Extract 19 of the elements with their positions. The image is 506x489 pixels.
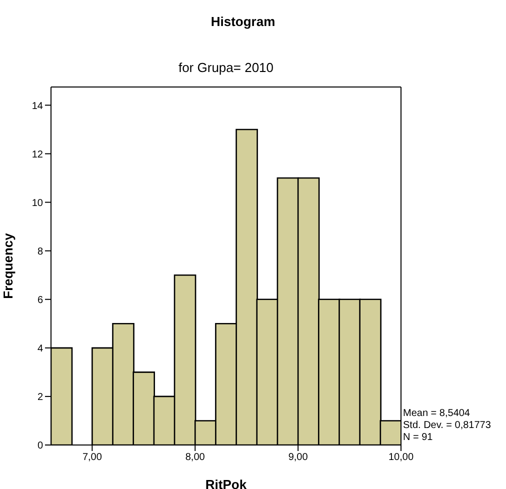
chart-title: Histogram xyxy=(210,14,276,29)
text: Mean = 8,5404 xyxy=(403,408,470,420)
y-tick-label: 10 xyxy=(32,198,44,209)
y-tick-label: 6 xyxy=(37,294,44,306)
x-tick-label: 10,00 xyxy=(388,452,414,464)
x-tick-label: 9,00 xyxy=(288,452,308,464)
text: N = 91 xyxy=(403,432,433,444)
x-axis-title: RitPok xyxy=(205,477,248,489)
x-tick-label: 8,00 xyxy=(185,452,206,464)
x-tick-label: 7,00 xyxy=(82,452,102,464)
y-tick-label: 0 xyxy=(37,440,44,452)
y-tick-label: 4 xyxy=(37,343,44,354)
y-tick-label: 2 xyxy=(37,392,44,404)
y-tick-label: 12 xyxy=(32,149,44,160)
y-tick-label: 8 xyxy=(37,246,44,258)
y-axis-title: Frequency xyxy=(0,232,16,299)
y-tick-label: 14 xyxy=(32,100,44,112)
text: Std. Dev. = 0,81773 xyxy=(403,420,491,432)
chart-subtitle: for Grupa= 2010 xyxy=(177,60,275,75)
